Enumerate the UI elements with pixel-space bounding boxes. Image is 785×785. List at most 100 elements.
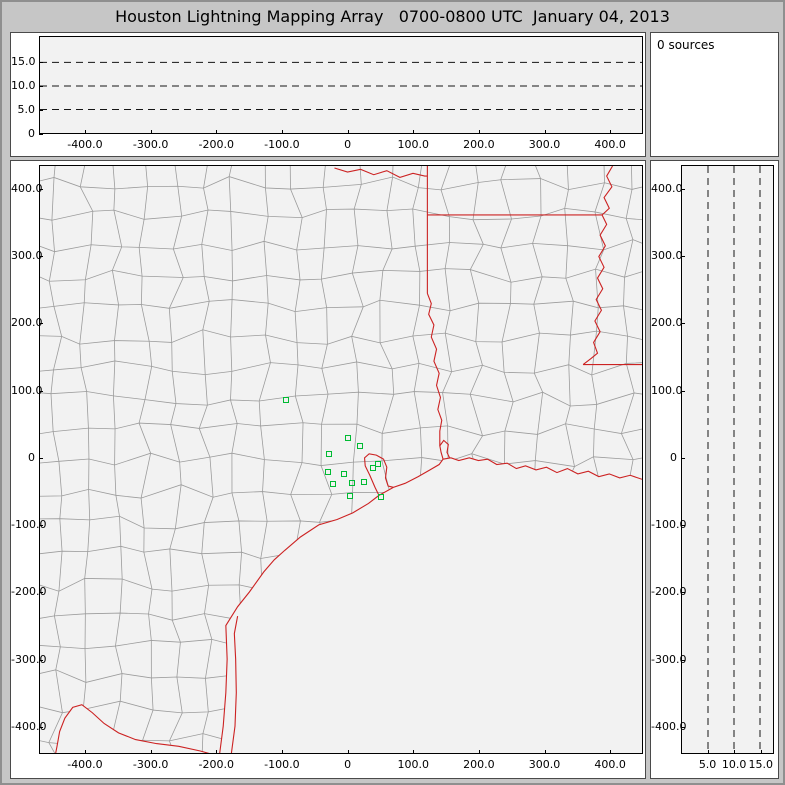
y-tick-mark xyxy=(39,457,43,459)
y-tick-mark xyxy=(681,592,685,594)
height-cross-grid xyxy=(682,166,773,753)
county-line xyxy=(49,166,63,753)
plan-view-plot[interactable] xyxy=(39,165,643,754)
county-line xyxy=(290,166,304,753)
x-tick-mark xyxy=(610,130,612,134)
x-tick-mark xyxy=(760,750,762,754)
county-line xyxy=(411,166,423,753)
lma-station-marker xyxy=(357,442,364,449)
y-tick-label: 200.0 xyxy=(651,316,683,330)
x-tick-label: 100.0 xyxy=(397,758,429,771)
x-tick-label: -200.0 xyxy=(198,758,234,771)
y-tick-mark xyxy=(39,188,43,190)
plan-view-panel: -400.0 -300.0 -200.0 -100.0 0 100.0 200.0 300.0… xyxy=(10,160,646,779)
county-boundaries xyxy=(40,166,642,753)
x-tick-mark xyxy=(413,750,415,754)
county-line xyxy=(40,240,642,252)
x-tick-mark xyxy=(478,750,480,754)
county-line xyxy=(40,670,642,683)
y-tick-mark xyxy=(681,323,685,325)
county-line xyxy=(40,208,642,220)
y-tick-label: -400.0 xyxy=(651,720,687,734)
county-line xyxy=(40,361,642,375)
x-tick-label: -300.0 xyxy=(132,758,169,771)
county-line xyxy=(40,300,642,313)
y-tick-label: -100.0 xyxy=(11,518,47,532)
lma-station-marker xyxy=(324,468,331,475)
y-tick-label: 400.0 xyxy=(11,181,43,195)
y-tick-label: 300.0 xyxy=(651,248,683,262)
county-line xyxy=(531,166,543,753)
county-line xyxy=(40,731,642,745)
state-and-coast-borders xyxy=(56,166,642,753)
y-tick-mark xyxy=(681,457,685,459)
x-tick-mark xyxy=(281,750,283,754)
height-strip-plot[interactable] xyxy=(39,36,643,134)
county-line xyxy=(40,391,642,405)
county-line xyxy=(40,546,642,558)
county-line xyxy=(351,166,363,753)
county-line xyxy=(40,638,642,652)
x-tick-mark xyxy=(610,750,612,754)
x-tick-label: -400.0 xyxy=(67,138,103,151)
county-line xyxy=(319,166,333,753)
x-tick-label: 200.0 xyxy=(463,758,495,771)
county-line xyxy=(40,577,642,591)
lma-station-marker xyxy=(282,396,289,403)
lma-station-marker xyxy=(341,470,348,477)
x-tick-mark xyxy=(707,750,709,754)
y-tick-mark xyxy=(681,525,685,527)
county-line xyxy=(380,166,394,753)
x-tick-label: 15.0 xyxy=(748,758,773,771)
y-tick-label: 5.0 xyxy=(17,102,36,116)
y-tick-mark xyxy=(681,659,685,661)
county-line xyxy=(592,166,605,753)
x-tick-mark xyxy=(347,750,349,754)
x-tick-label: -200.0 xyxy=(198,138,234,151)
lma-station-marker xyxy=(326,450,333,457)
height-cross-panel: 5.0 10.0 15.0 400.0 300.0 200.0 100.0 0 -100.0 -2… xyxy=(650,160,779,779)
county-line xyxy=(40,453,642,466)
sources-panel: 0 sources xyxy=(650,32,779,157)
height-cross-plot[interactable] xyxy=(681,165,774,754)
galveston-bay-outline xyxy=(365,454,394,496)
x-tick-label: 5.0 xyxy=(698,758,717,771)
x-tick-label: 400.0 xyxy=(594,758,626,771)
sabine-river-border xyxy=(427,293,441,445)
red-river-border xyxy=(334,168,427,177)
x-tick-label: 300.0 xyxy=(528,758,561,771)
lma-station-marker xyxy=(345,434,352,441)
map-canvas xyxy=(40,166,642,753)
x-tick-mark xyxy=(281,130,283,134)
county-line xyxy=(40,700,642,713)
y-tick-mark xyxy=(39,525,43,527)
county-line xyxy=(40,330,642,344)
y-tick-mark xyxy=(39,592,43,594)
county-line xyxy=(169,166,183,753)
county-line xyxy=(40,423,642,436)
y-tick-mark xyxy=(681,390,685,392)
mississippi-river-border xyxy=(583,166,612,365)
x-tick-mark xyxy=(544,750,546,754)
county-line xyxy=(40,268,642,282)
x-tick-label: 300.0 xyxy=(528,138,561,151)
coastline xyxy=(219,458,642,753)
x-tick-mark xyxy=(216,750,218,754)
height-strip-panel: -400.0 -300.0 -200.0 -100.0 0 100.0 200.0 300.0… xyxy=(10,32,646,157)
x-tick-label: 100.0 xyxy=(397,138,429,151)
y-tick-label: 0 xyxy=(28,127,35,140)
county-line xyxy=(139,166,153,753)
y-tick-label: -200.0 xyxy=(651,585,687,599)
y-tick-label: -300.0 xyxy=(651,652,687,666)
rio-grande-border xyxy=(56,705,220,753)
y-tick-label: 0 xyxy=(28,450,35,464)
sabine-lake-outline xyxy=(440,440,450,459)
county-line xyxy=(561,166,574,753)
county-line xyxy=(40,608,642,622)
y-tick-mark xyxy=(39,61,43,63)
county-line xyxy=(110,166,122,753)
x-tick-mark xyxy=(544,130,546,134)
y-tick-label: 15.0 xyxy=(11,54,36,68)
y-tick-mark xyxy=(39,134,43,135)
